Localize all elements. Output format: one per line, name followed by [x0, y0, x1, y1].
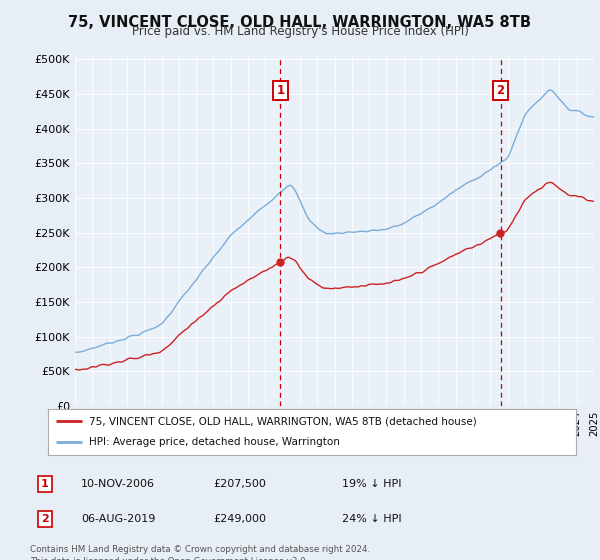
Text: HPI: Average price, detached house, Warrington: HPI: Average price, detached house, Warr…	[89, 437, 340, 447]
Text: 75, VINCENT CLOSE, OLD HALL, WARRINGTON, WA5 8TB: 75, VINCENT CLOSE, OLD HALL, WARRINGTON,…	[68, 15, 532, 30]
Text: Price paid vs. HM Land Registry's House Price Index (HPI): Price paid vs. HM Land Registry's House …	[131, 25, 469, 38]
Text: 1: 1	[41, 479, 49, 489]
Text: 19% ↓ HPI: 19% ↓ HPI	[342, 479, 401, 489]
Text: 1: 1	[276, 84, 284, 97]
Text: 2: 2	[497, 84, 505, 97]
Text: 75, VINCENT CLOSE, OLD HALL, WARRINGTON, WA5 8TB (detached house): 75, VINCENT CLOSE, OLD HALL, WARRINGTON,…	[89, 416, 477, 426]
Text: 10-NOV-2006: 10-NOV-2006	[81, 479, 155, 489]
Text: 24% ↓ HPI: 24% ↓ HPI	[342, 514, 401, 524]
Text: Contains HM Land Registry data © Crown copyright and database right 2024.
This d: Contains HM Land Registry data © Crown c…	[30, 545, 370, 560]
Text: 2: 2	[41, 514, 49, 524]
Text: 06-AUG-2019: 06-AUG-2019	[81, 514, 155, 524]
Text: £249,000: £249,000	[213, 514, 266, 524]
Text: £207,500: £207,500	[213, 479, 266, 489]
